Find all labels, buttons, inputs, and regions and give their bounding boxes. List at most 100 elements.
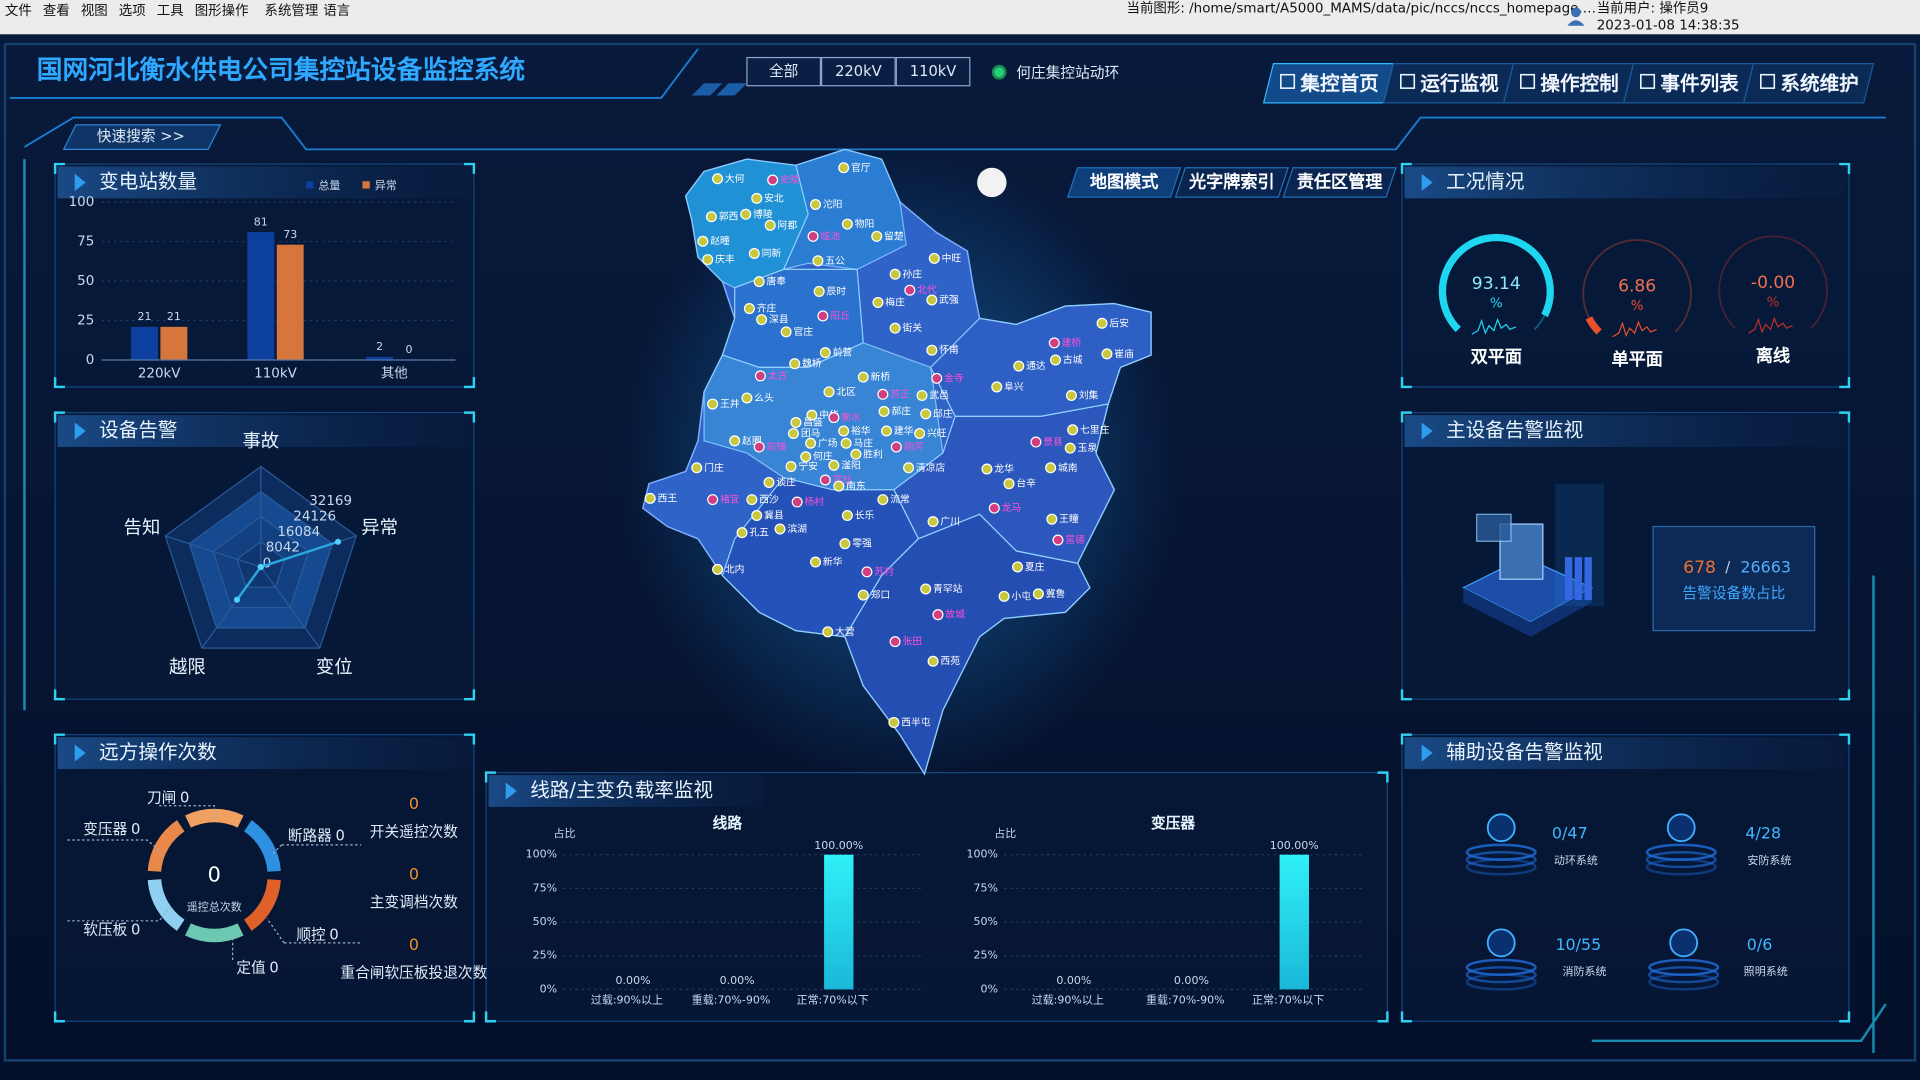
station-marker[interactable] bbox=[1045, 462, 1057, 474]
station-label[interactable]: 物阳 bbox=[855, 217, 875, 230]
station-label[interactable]: 台辛 bbox=[1016, 477, 1036, 490]
station-label[interactable]: 同新 bbox=[762, 246, 782, 259]
station-label[interactable]: 深县 bbox=[769, 314, 789, 326]
filter-label[interactable]: 全部 bbox=[769, 62, 798, 80]
station-label[interactable]: 马庄 bbox=[853, 436, 873, 449]
station-label[interactable]: 夏庄 bbox=[1025, 560, 1045, 573]
station-label[interactable]: 北内 bbox=[725, 562, 745, 575]
station-label[interactable]: 庆丰 bbox=[715, 253, 735, 266]
station-label[interactable]: 谈庄 bbox=[776, 475, 796, 488]
station-label[interactable]: 流常 bbox=[890, 493, 910, 506]
station-label[interactable]: 胡河 bbox=[904, 440, 924, 453]
station-marker[interactable] bbox=[998, 590, 1010, 602]
station-marker[interactable] bbox=[877, 494, 889, 506]
station-label[interactable]: 前营 bbox=[833, 346, 853, 359]
station-label[interactable]: 滨湖 bbox=[787, 522, 807, 535]
station-marker[interactable] bbox=[800, 451, 812, 463]
station-marker[interactable] bbox=[838, 425, 850, 437]
station-marker[interactable] bbox=[751, 192, 763, 204]
filter-button[interactable] bbox=[895, 56, 971, 87]
station-label[interactable]: 门庄 bbox=[704, 461, 724, 474]
station-marker[interactable] bbox=[841, 218, 853, 230]
filter-label[interactable]: 110kV bbox=[910, 63, 957, 80]
station-label[interactable]: 刘集 bbox=[1079, 389, 1099, 402]
station-label[interactable]: 新华 bbox=[823, 555, 843, 568]
station-marker[interactable] bbox=[1013, 360, 1025, 372]
station-label[interactable]: 沱阳 bbox=[823, 197, 843, 210]
station-label[interactable]: 玉泉 bbox=[1078, 441, 1098, 454]
station-label[interactable]: 安北 bbox=[764, 191, 784, 204]
station-marker[interactable] bbox=[756, 314, 768, 326]
station-marker[interactable] bbox=[806, 409, 818, 421]
station-marker[interactable] bbox=[707, 398, 719, 410]
map-mode-button[interactable] bbox=[1282, 167, 1397, 198]
station-marker[interactable] bbox=[1065, 390, 1077, 402]
station-marker[interactable] bbox=[754, 370, 766, 382]
station-label[interactable]: 齐庄 bbox=[757, 302, 777, 315]
station-label[interactable]: 宁安 bbox=[798, 460, 818, 473]
menu-item[interactable]: 语言 bbox=[323, 3, 350, 19]
station-label[interactable]: 后安 bbox=[1109, 316, 1129, 329]
station-marker[interactable] bbox=[712, 173, 724, 185]
station-label[interactable]: 龙马 bbox=[1002, 501, 1022, 514]
station-label[interactable]: 官庄 bbox=[793, 325, 813, 338]
station-marker[interactable] bbox=[705, 211, 717, 223]
station-label[interactable]: 阜兴 bbox=[1004, 380, 1024, 393]
station-label[interactable]: 西沙 bbox=[759, 495, 779, 506]
station-marker[interactable] bbox=[932, 609, 944, 621]
quick-search[interactable]: 快速搜索 >> bbox=[97, 128, 185, 145]
station-marker[interactable] bbox=[861, 566, 873, 578]
station-marker[interactable] bbox=[763, 476, 775, 488]
station-label[interactable]: 北区 bbox=[836, 386, 856, 398]
station-marker[interactable] bbox=[926, 344, 938, 356]
station-marker[interactable] bbox=[748, 247, 760, 259]
station-label[interactable]: 太古 bbox=[768, 369, 788, 382]
station-marker[interactable] bbox=[729, 435, 741, 447]
station-marker[interactable] bbox=[751, 510, 763, 522]
station-marker[interactable] bbox=[888, 716, 900, 728]
station-label[interactable]: 孔五 bbox=[749, 527, 769, 539]
quick-search-box[interactable] bbox=[62, 124, 222, 150]
map-toggle[interactable] bbox=[977, 167, 1007, 198]
station-label[interactable]: 建华 bbox=[894, 424, 914, 437]
station-marker[interactable] bbox=[889, 636, 901, 648]
filter-button[interactable] bbox=[746, 56, 822, 87]
station-label[interactable]: 大营 bbox=[835, 625, 855, 638]
station-marker[interactable] bbox=[822, 626, 834, 638]
station-label[interactable]: 故城 bbox=[945, 608, 965, 621]
station-label[interactable]: 苏村 bbox=[874, 565, 894, 578]
station-label[interactable]: 何庄 bbox=[813, 450, 833, 463]
station-label[interactable]: 广川 bbox=[940, 516, 960, 528]
station-label[interactable]: 安陵 bbox=[780, 173, 800, 186]
station-marker[interactable] bbox=[890, 441, 902, 453]
station-label[interactable]: 官厅 bbox=[851, 161, 871, 174]
station-marker[interactable] bbox=[753, 276, 765, 288]
station-marker[interactable] bbox=[904, 284, 916, 296]
station-marker[interactable] bbox=[1030, 436, 1042, 448]
station-label[interactable]: 新桥 bbox=[871, 370, 891, 383]
menu-item[interactable]: 文件 bbox=[5, 3, 32, 19]
station-marker[interactable] bbox=[1046, 513, 1058, 525]
station-marker[interactable] bbox=[871, 230, 883, 242]
station-marker[interactable] bbox=[1012, 561, 1024, 573]
station-marker[interactable] bbox=[931, 372, 943, 384]
station-marker[interactable] bbox=[840, 437, 852, 449]
station-label[interactable]: 七里庄 bbox=[1080, 423, 1110, 436]
station-marker[interactable] bbox=[712, 563, 724, 575]
menu-item[interactable]: 视图 bbox=[81, 3, 108, 19]
station-label[interactable]: 街关 bbox=[902, 321, 922, 334]
station-marker[interactable] bbox=[743, 303, 755, 315]
station-marker[interactable] bbox=[697, 235, 709, 247]
station-label[interactable]: 滏阳 bbox=[841, 459, 861, 471]
menu-item[interactable]: 选项 bbox=[119, 3, 146, 19]
station-marker[interactable] bbox=[1032, 588, 1044, 600]
station-marker[interactable] bbox=[819, 474, 831, 486]
station-marker[interactable] bbox=[702, 254, 714, 266]
station-label[interactable]: 褚宜 bbox=[720, 493, 740, 506]
station-marker[interactable] bbox=[1050, 354, 1062, 366]
station-marker[interactable] bbox=[841, 510, 853, 522]
station-label[interactable]: 西苑 bbox=[940, 654, 960, 667]
station-marker[interactable] bbox=[753, 441, 765, 453]
station-marker[interactable] bbox=[805, 437, 817, 449]
station-label[interactable]: 魏桥 bbox=[802, 357, 822, 370]
